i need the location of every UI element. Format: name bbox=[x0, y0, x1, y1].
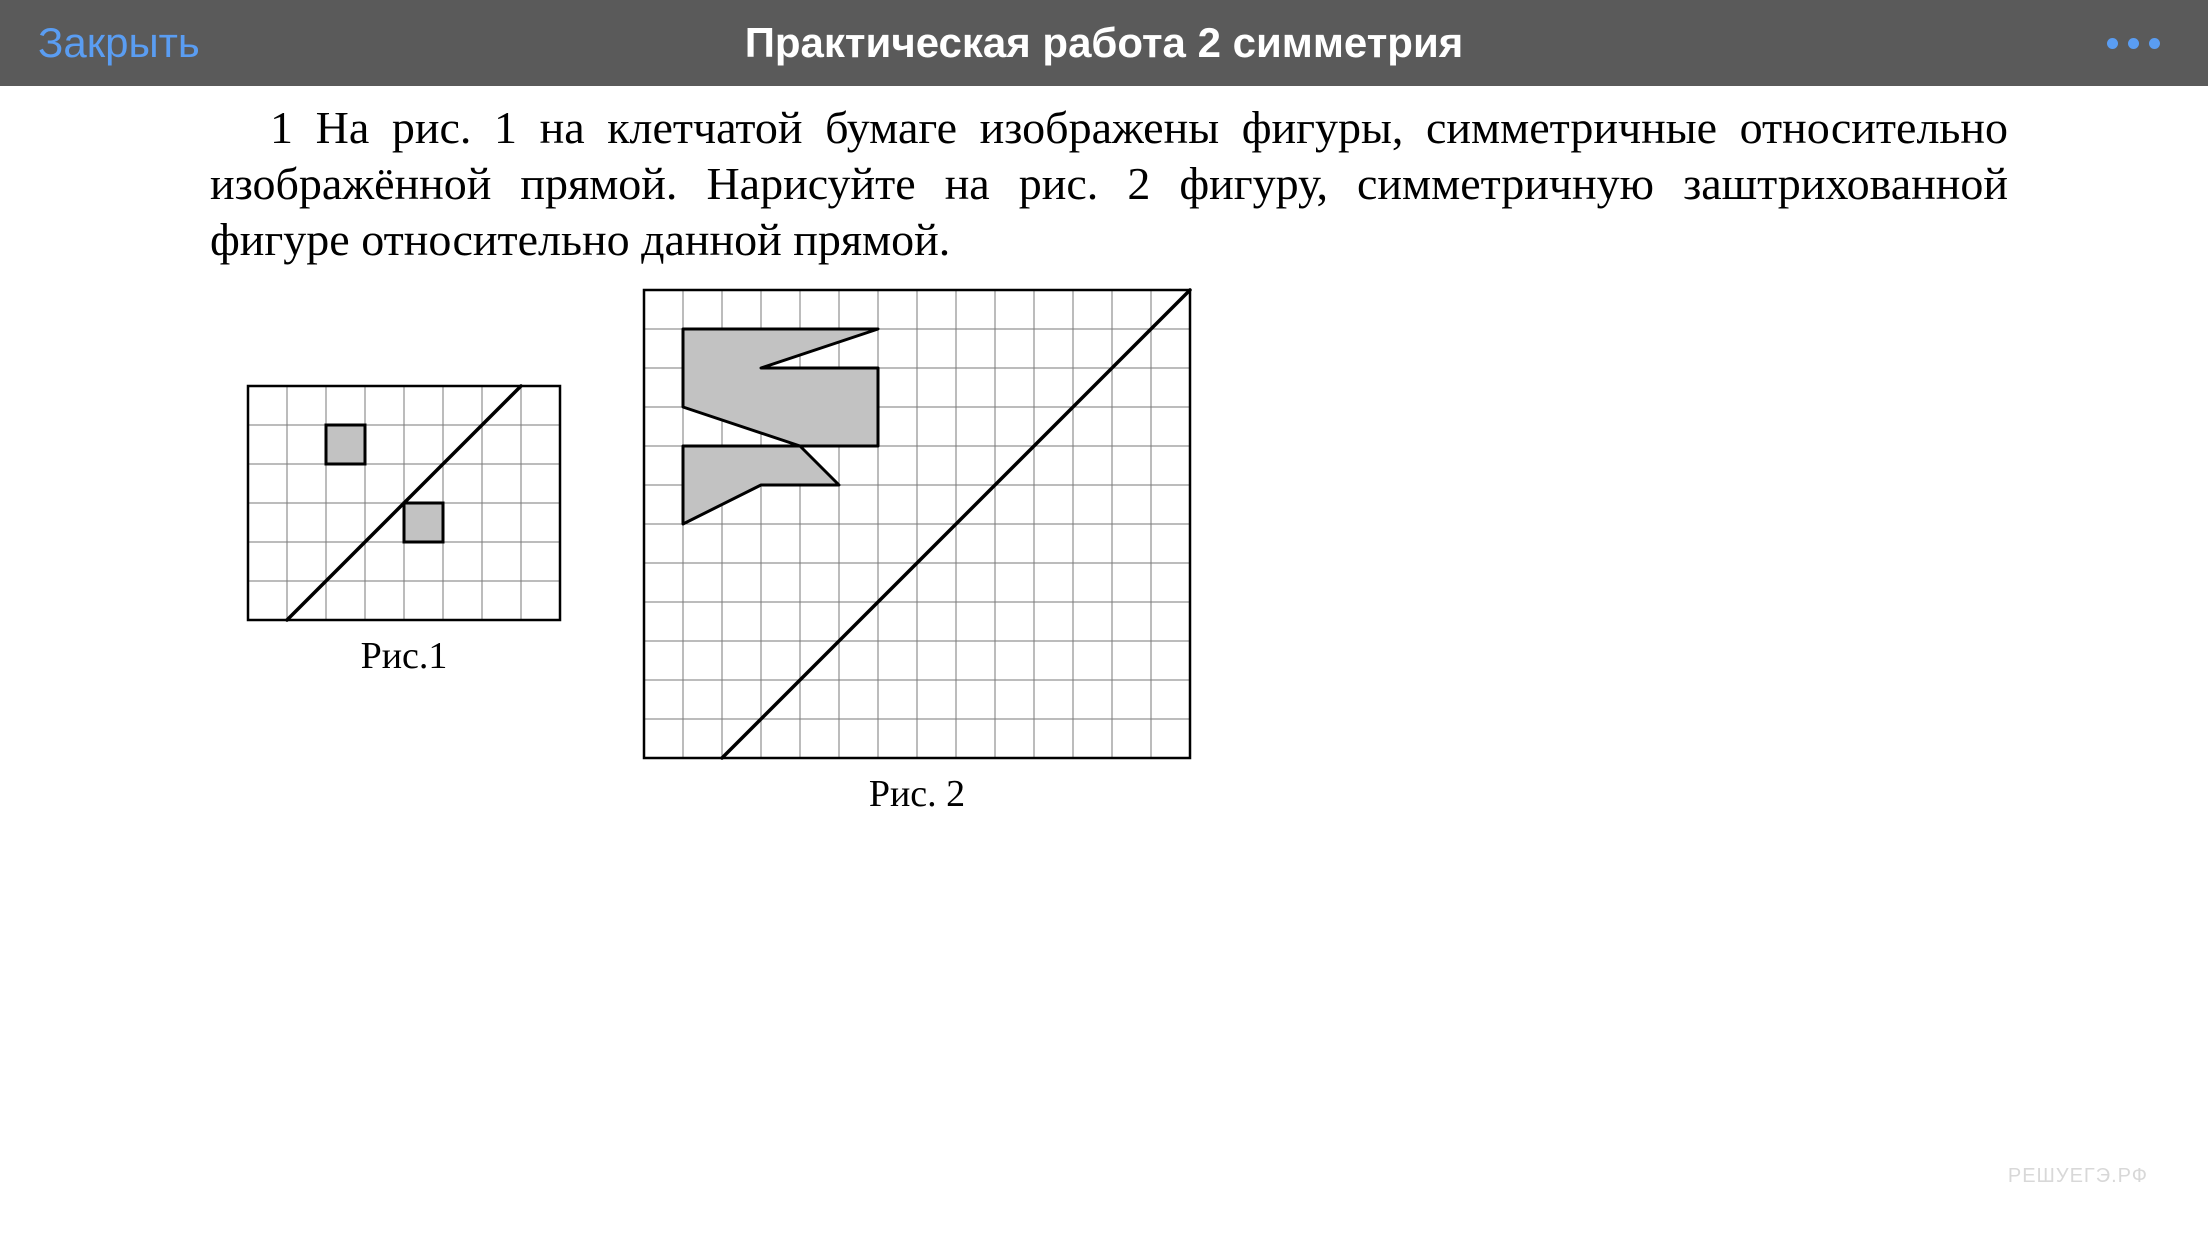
fig1-caption: Рис.1 bbox=[361, 634, 448, 678]
figure-2: Рис. 2 bbox=[642, 288, 1192, 816]
problem-text: 1 На рис. 1 на клетчатой бумаге изображе… bbox=[210, 100, 2008, 268]
close-button[interactable]: Закрыть bbox=[38, 19, 200, 67]
figures-row: Рис.1 Рис. 2 bbox=[210, 288, 2008, 816]
content-area: 1 На рис. 1 на клетчатой бумаге изображе… bbox=[0, 86, 2208, 816]
page-title: Практическая работа 2 симметрия bbox=[0, 19, 2208, 67]
fig2-diagram bbox=[642, 288, 1192, 760]
figure-1: Рис.1 bbox=[246, 384, 562, 678]
fig1-diagram bbox=[246, 384, 562, 622]
fig2-caption: Рис. 2 bbox=[869, 772, 965, 816]
more-button[interactable] bbox=[2107, 38, 2160, 49]
watermark: РЕШУЕГЭ.РФ bbox=[2008, 1165, 2148, 1188]
navbar: Закрыть Практическая работа 2 симметрия bbox=[0, 0, 2208, 86]
